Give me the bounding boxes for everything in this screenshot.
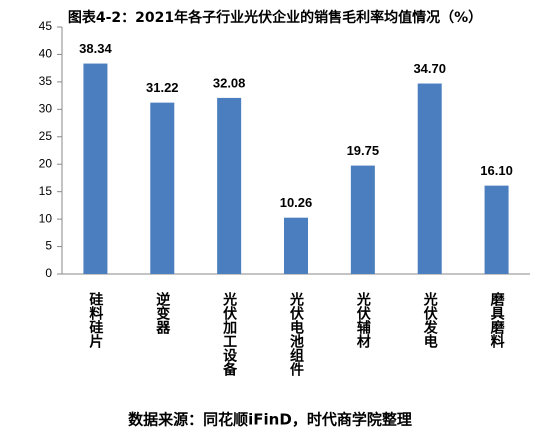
x-tick-label: 光伏电池组件 <box>288 291 305 377</box>
y-tick-label: 30 <box>39 102 53 116</box>
source-note: 数据来源：同花顺iFinD，时代商学院整理 <box>128 411 412 429</box>
value-label: 32.08 <box>213 75 246 90</box>
bar <box>350 165 375 274</box>
bar <box>217 97 242 274</box>
bar <box>150 102 175 274</box>
y-tick-label: 5 <box>45 239 52 253</box>
value-label: 16.10 <box>480 163 513 178</box>
x-tick-label: 光伏发电 <box>422 291 439 349</box>
y-tick-label: 10 <box>39 211 53 225</box>
value-label: 34.70 <box>413 61 446 76</box>
y-tick-label: 0 <box>45 266 52 280</box>
x-tick-label: 光伏辅材 <box>355 291 372 349</box>
bar <box>417 83 442 274</box>
x-tick-label: 逆变器 <box>154 291 171 335</box>
value-label: 31.22 <box>146 80 179 95</box>
bar <box>284 217 308 274</box>
x-tick-label: 磨具磨料 <box>489 291 506 349</box>
y-tick-label: 45 <box>39 19 53 33</box>
x-tick-label: 硅料硅片 <box>87 291 103 349</box>
x-tick-label: 光伏加工设备 <box>221 291 238 376</box>
chart-title: 图表4-2：2021年各子行业光伏企业的销售毛利率均值情况（%） <box>68 9 482 26</box>
y-tick-label: 15 <box>39 184 53 198</box>
bar <box>83 63 108 274</box>
y-tick-label: 20 <box>39 156 53 170</box>
value-label: 38.34 <box>79 41 112 56</box>
y-tick-label: 35 <box>39 74 53 88</box>
y-tick-label: 40 <box>39 47 53 61</box>
bar <box>484 185 509 274</box>
value-label: 19.75 <box>347 143 380 158</box>
y-tick-label: 25 <box>39 129 53 143</box>
value-label: 10.26 <box>280 195 313 210</box>
